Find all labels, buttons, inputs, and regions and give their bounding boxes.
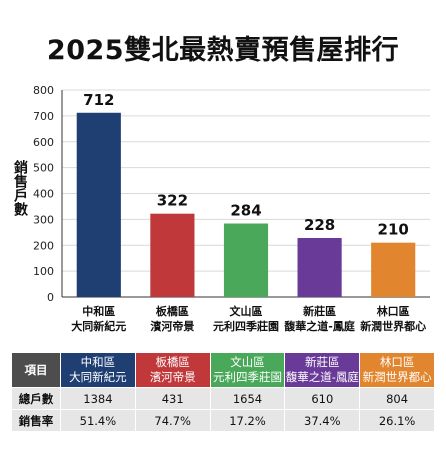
bar [150,213,195,297]
table-cell: 1384 [60,387,136,410]
table-cell: 610 [284,387,361,410]
x-tick-label-district: 中和區 [82,304,115,318]
table-col-5: 林口區 新潤世界都心 [359,352,435,388]
table-col-3: 文山區 元利四季莊園 [209,352,286,388]
table-col-project: 馥華之道-鳳庭 [285,370,359,384]
table-cell: 26.1% [359,409,435,432]
bar-value-label: 210 [378,221,409,239]
y-tick-label: 400 [33,188,54,201]
table-cell: 17.2% [209,409,286,432]
x-tick-label-project: 元利四季莊園 [213,319,279,333]
page-title: 2025雙北最熱賣預售屋排行 [46,35,400,66]
y-tick-label: 700 [33,110,54,123]
x-tick-label-district: 林口區 [377,304,410,318]
x-tick-label-project: 大同新紀元 [71,319,126,333]
bar [223,223,269,297]
table-header-row: 項目 中和區 大同新紀元 板橋區 濱河帝景 文山區 元利四季莊園 新莊區 馥華之… [11,352,435,388]
table-row: 銷售率 51.4% 74.7% 17.2% 37.4% 26.1% [11,409,435,432]
y-tick-label: 800 [33,84,54,97]
table-row: 總戶數 1384 431 1654 610 804 [11,387,435,410]
table-col-1: 中和區 大同新紀元 [60,352,136,388]
table-cell: 74.7% [134,409,211,432]
y-tick-label: 600 [33,136,54,149]
table-cell: 1654 [209,387,286,410]
y-tick-label: 100 [33,265,54,278]
x-tick-label-district: 新莊區 [303,304,336,318]
table-col-project: 大同新紀元 [69,370,127,384]
table-col-project: 元利四季莊園 [212,370,282,384]
y-tick-label: 200 [33,239,54,252]
table-col-2: 板橋區 濱河帝景 [134,352,211,388]
x-tick-label-project: 新潤世界都心 [360,319,426,333]
summary-table: 項目 中和區 大同新紀元 板橋區 濱河帝景 文山區 元利四季莊園 新莊區 馥華之… [11,352,435,432]
table-cell: 51.4% [60,409,136,432]
bar [297,238,342,297]
bar [371,242,416,297]
bar-value-label: 712 [83,91,114,109]
table-col-district: 林口區 [379,355,415,369]
table-col-district: 文山區 [230,355,265,369]
y-tick-label: 500 [33,162,54,175]
x-tick-label-district: 文山區 [230,304,263,318]
y-axis-label: 銷售戶數 [12,160,28,216]
table-col-4: 新莊區 馥華之道-鳳庭 [284,352,361,388]
x-tick-label-project: 濱河帝景 [150,319,194,333]
table-col-project: 新潤世界都心 [362,370,432,384]
y-tick-label: 0 [47,291,54,304]
table-col-district: 新莊區 [305,355,340,369]
table-header-label: 項目 [11,352,61,388]
table-col-district: 中和區 [80,355,116,369]
table-cell: 37.4% [284,409,361,432]
y-tick-label: 300 [33,213,54,226]
x-tick-label-district: 板橋區 [156,304,189,318]
table-cell: 431 [134,387,211,410]
table-cell: 804 [359,387,435,410]
table-row-label: 總戶數 [11,387,61,410]
table-col-project: 濱河帝景 [149,370,196,384]
bar [76,112,121,298]
bar-value-label: 228 [304,216,335,234]
bar-value-label: 322 [157,192,188,210]
table-col-district: 板橋區 [155,355,190,369]
bar-value-label: 284 [230,202,261,220]
table-row-label: 銷售率 [11,409,61,432]
x-tick-label-project: 馥華之道-鳳庭 [284,319,355,333]
